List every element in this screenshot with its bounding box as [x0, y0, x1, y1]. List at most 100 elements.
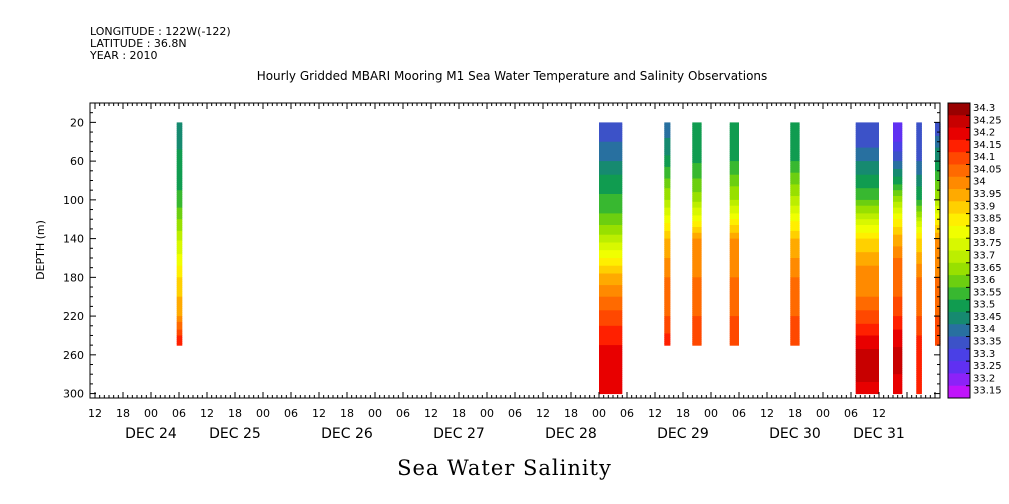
salinity-cell	[893, 318, 903, 321]
salinity-cell	[935, 128, 941, 131]
salinity-cell	[935, 339, 941, 342]
colorbar-label: 33.3	[973, 349, 995, 360]
salinity-cell	[893, 192, 903, 195]
salinity-cell	[790, 287, 800, 290]
salinity-cell	[599, 289, 623, 292]
salinity-cell	[935, 228, 941, 232]
salinity-cell	[664, 227, 671, 230]
salinity-cell	[855, 312, 879, 315]
salinity-cell	[855, 327, 879, 331]
salinity-cell	[916, 209, 922, 212]
salinity-cell	[664, 289, 671, 292]
salinity-cell	[790, 182, 800, 185]
salinity-cell	[855, 292, 879, 296]
salinity-cell	[664, 275, 671, 278]
salinity-cell	[176, 273, 183, 276]
axes: 20 60 100 140 180 220 260 300 12 18 00 06 12 18 00 06 12…	[63, 102, 941, 442]
salinity-cell	[916, 389, 922, 393]
salinity-cell	[935, 201, 941, 205]
salinity-cell	[729, 323, 739, 327]
salinity-cell	[935, 141, 941, 145]
salinity-cell	[729, 333, 739, 336]
salinity-cell	[855, 273, 879, 276]
salinity-cell	[855, 296, 879, 300]
salinity-cell	[176, 238, 183, 242]
salinity-cell	[176, 168, 183, 172]
salinity-cell	[664, 321, 671, 325]
x-date-label: DEC 28	[545, 426, 597, 442]
salinity-cell	[790, 306, 800, 309]
salinity-cell	[893, 298, 903, 302]
salinity-cell	[935, 163, 941, 166]
salinity-cell	[599, 364, 623, 367]
colorbar-label: 33.8	[973, 226, 995, 237]
longitude-label: LONGITUDE : 122W(-122)	[90, 25, 231, 38]
y-tick-label: 180	[63, 271, 84, 284]
salinity-cell	[599, 273, 623, 276]
salinity-cell	[599, 308, 623, 311]
salinity-cell	[599, 135, 623, 139]
data-column	[599, 122, 623, 395]
x-tick-label: 00	[368, 407, 382, 420]
salinity-cell	[935, 211, 941, 214]
salinity-cell	[916, 374, 922, 377]
salinity-cell	[692, 134, 702, 137]
salinity-cell	[729, 289, 739, 292]
salinity-cell	[599, 374, 623, 377]
salinity-cell	[935, 178, 941, 181]
salinity-cell	[692, 145, 702, 149]
salinity-cell	[893, 343, 903, 346]
salinity-cell	[664, 304, 671, 307]
salinity-cell	[916, 279, 922, 282]
salinity-cell	[729, 207, 739, 211]
x-tick-label: 12	[88, 407, 102, 420]
salinity-cell	[176, 306, 183, 309]
salinity-cell	[729, 242, 739, 245]
salinity-cell	[664, 300, 671, 304]
salinity-cell	[916, 155, 922, 158]
colorbar-swatch	[948, 262, 970, 276]
salinity-cell	[664, 263, 671, 267]
salinity-cell	[855, 174, 879, 178]
salinity-cell	[916, 236, 922, 240]
salinity-cell	[599, 184, 623, 187]
x-tick-label: 18	[116, 407, 130, 420]
colorbar-label: 33.7	[973, 250, 995, 261]
salinity-cell	[599, 190, 623, 193]
salinity-cell	[664, 122, 671, 125]
salinity-cell	[599, 347, 623, 350]
salinity-cell	[729, 130, 739, 133]
salinity-cell	[664, 211, 671, 214]
salinity-cell	[935, 310, 941, 313]
salinity-cell	[729, 165, 739, 168]
salinity-cell	[692, 230, 702, 234]
salinity-cell	[599, 389, 623, 393]
salinity-cell	[790, 134, 800, 137]
salinity-cell	[599, 250, 623, 253]
salinity-cell	[176, 227, 183, 230]
salinity-cell	[692, 238, 702, 242]
salinity-cell	[935, 259, 941, 263]
data-column	[692, 122, 702, 346]
salinity-cell	[916, 199, 922, 203]
salinity-cell	[599, 321, 623, 325]
salinity-cell	[176, 259, 183, 263]
salinity-cell	[176, 174, 183, 178]
salinity-cell	[855, 135, 879, 139]
salinity-cell	[176, 316, 183, 319]
salinity-cell	[916, 135, 922, 139]
data-column	[790, 122, 800, 346]
salinity-cell	[855, 184, 879, 187]
salinity-cell	[916, 139, 922, 143]
x-tick-label: 06	[508, 407, 522, 420]
salinity-cell	[729, 250, 739, 253]
salinity-cell	[176, 192, 183, 195]
salinity-cell	[692, 296, 702, 300]
salinity-cell	[935, 275, 941, 278]
salinity-cell	[664, 157, 671, 160]
colorbar-swatch	[948, 139, 970, 153]
salinity-cell	[176, 153, 183, 156]
salinity-cell	[935, 244, 941, 247]
salinity-cell	[855, 391, 879, 395]
data-column	[855, 122, 879, 395]
